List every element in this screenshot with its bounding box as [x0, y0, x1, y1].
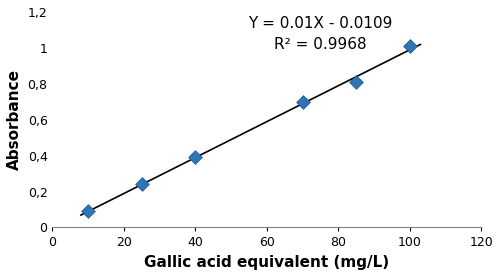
Point	[298, 99, 306, 104]
Y-axis label: Absorbance: Absorbance	[7, 69, 22, 170]
Text: R² = 0.9968: R² = 0.9968	[274, 37, 366, 52]
Point	[138, 182, 145, 187]
X-axis label: Gallic acid equivalent (mg/L): Gallic acid equivalent (mg/L)	[144, 255, 390, 270]
Point	[84, 209, 92, 214]
Text: Y = 0.01X - 0.0109: Y = 0.01X - 0.0109	[248, 16, 392, 30]
Point	[192, 155, 200, 160]
Point	[406, 44, 413, 48]
Point	[352, 80, 360, 84]
